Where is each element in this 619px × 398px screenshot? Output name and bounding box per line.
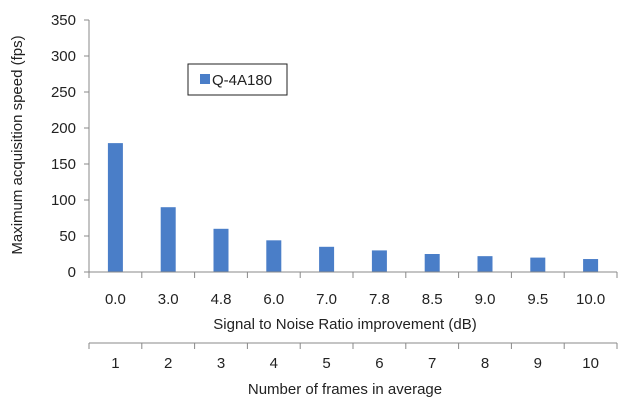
x2-tick-label: 2 (164, 355, 172, 372)
x2-tick-label: 1 (111, 355, 119, 372)
legend-swatch (200, 74, 210, 84)
y-tick-label: 350 (51, 12, 76, 29)
x-tick-label: 8.5 (422, 291, 443, 308)
x2-tick-label: 3 (217, 355, 225, 372)
bar (371, 250, 387, 272)
y-tick-label: 100 (51, 192, 76, 209)
x-tick-label: 9.0 (475, 291, 496, 308)
x2-tick-label: 8 (481, 355, 489, 372)
x-axis-title: Signal to Noise Ratio improvement (dB) (213, 316, 476, 333)
x2-axis-title: Number of frames in average (248, 381, 442, 398)
x-tick-label: 6.0 (263, 291, 284, 308)
bar (583, 259, 599, 272)
x2-tick-label: 5 (322, 355, 330, 372)
y-axis-title: Maximum acquisition speed (fps) (9, 35, 26, 254)
bar (477, 256, 493, 272)
x-tick-label: 9.5 (527, 291, 548, 308)
bar (266, 240, 282, 272)
y-tick-label: 200 (51, 120, 76, 137)
legend-label: Q-4A180 (212, 72, 272, 89)
x-tick-label: 4.8 (211, 291, 232, 308)
x-tick-label: 7.8 (369, 291, 390, 308)
y-tick-label: 300 (51, 48, 76, 65)
bar (319, 246, 335, 272)
bars-group (107, 143, 599, 272)
bar (160, 207, 176, 272)
bar (107, 143, 123, 272)
y-axis: 0 50 100 150 200 250 300 350 (51, 12, 90, 281)
bar (530, 257, 546, 272)
x-axis-secondary: 1 2 3 4 5 6 7 8 9 10 (88, 342, 618, 372)
x-tick-label: 3.0 (158, 291, 179, 308)
x-tick-label: 7.0 (316, 291, 337, 308)
x2-tick-label: 6 (375, 355, 383, 372)
x-tick-label: 10.0 (576, 291, 605, 308)
y-tick-label: 0 (68, 264, 76, 281)
x2-tick-label: 10 (582, 355, 599, 372)
legend: Q-4A180 (187, 63, 288, 96)
x2-tick-label: 4 (270, 355, 278, 372)
x2-tick-label: 7 (428, 355, 436, 372)
bar (213, 228, 229, 272)
y-tick-label: 50 (59, 228, 76, 245)
y-tick-label: 150 (51, 156, 76, 173)
x-tick-label: 0.0 (105, 291, 126, 308)
x2-tick-label: 9 (534, 355, 542, 372)
bar (424, 254, 440, 272)
x-axis-primary: 0.0 3.0 4.8 6.0 7.0 7.8 8.5 9.0 9.5 10.0 (88, 271, 618, 308)
y-tick-label: 250 (51, 84, 76, 101)
